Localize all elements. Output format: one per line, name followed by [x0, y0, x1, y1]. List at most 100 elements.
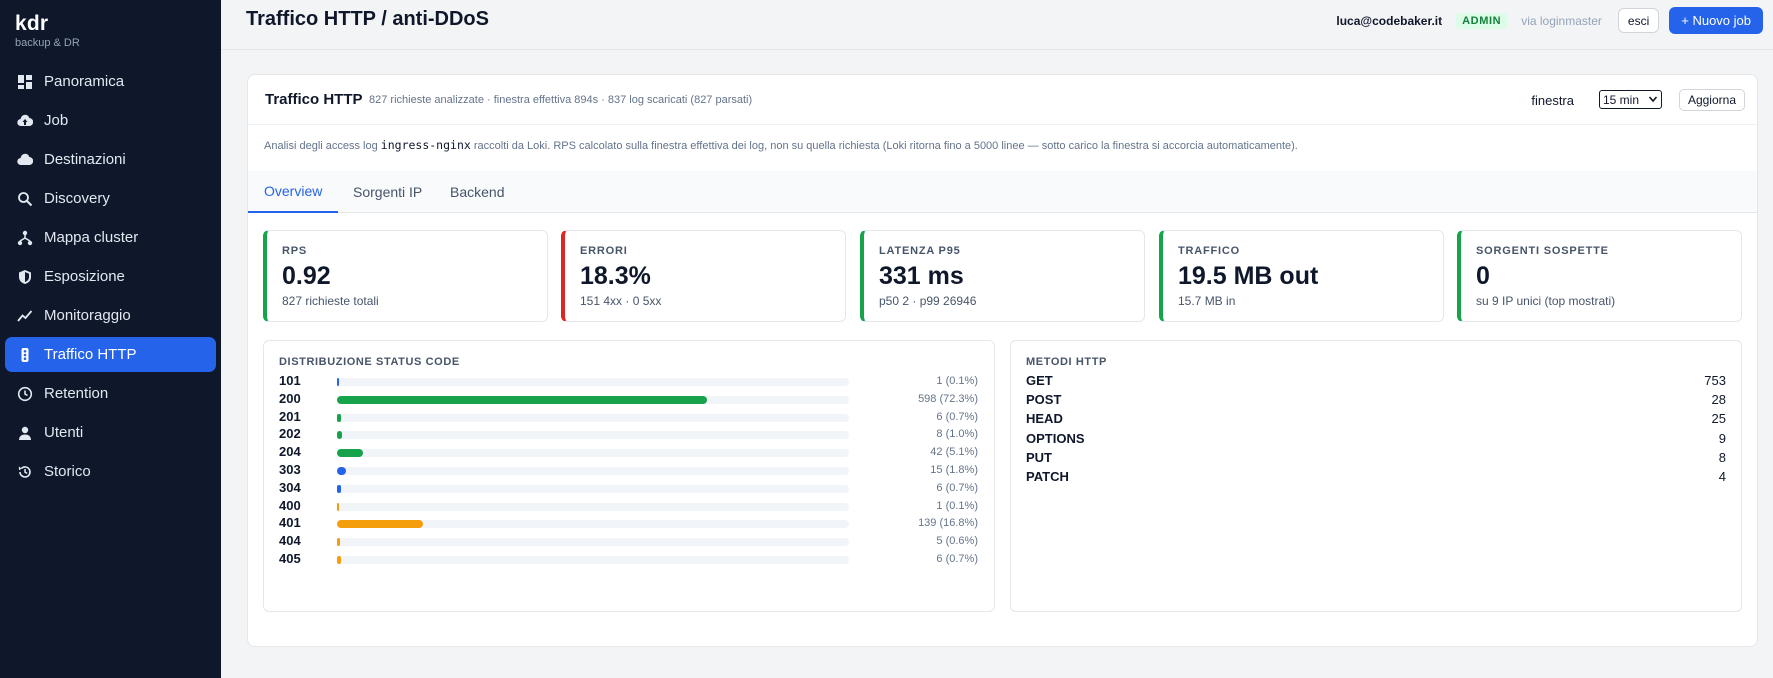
- status-code-panel: DISTRIBUZIONE STATUS CODE 101 1 (0.1%) 200…: [263, 340, 995, 612]
- status-bar-fill: [337, 431, 342, 440]
- status-code: 401: [279, 515, 301, 531]
- logout-button[interactable]: esci: [1617, 8, 1660, 33]
- status-count: 1 (0.1%): [936, 499, 978, 512]
- sidebar-item-discovery[interactable]: Discovery: [5, 181, 216, 216]
- sidebar-item-label: Discovery: [44, 190, 110, 207]
- method-count: 25: [1711, 411, 1726, 427]
- sidebar-item-label: Traffico HTTP: [44, 346, 137, 363]
- refresh-button[interactable]: Aggiorna: [1678, 89, 1745, 111]
- status-bar-track: [337, 413, 849, 422]
- cloud-icon: [16, 151, 34, 169]
- status-bar-track: [337, 520, 849, 529]
- method-count: 4: [1718, 469, 1726, 484]
- status-row: 405 6 (0.7%): [264, 549, 994, 569]
- status-code: 304: [279, 479, 301, 495]
- status-row: 303 15 (1.8%): [264, 460, 994, 480]
- status-bar-track: [337, 556, 849, 564]
- page-header: Traffico HTTP / anti-DDoS luca@codebaker…: [221, 0, 1773, 50]
- chart-line-icon: [16, 307, 34, 325]
- role-badge: ADMIN: [1456, 12, 1508, 29]
- stat-sub: 15.7 MB in: [1178, 294, 1236, 308]
- tab-backend[interactable]: Backend: [450, 184, 505, 200]
- status-row: 101 1 (0.1%): [264, 371, 994, 391]
- method-name: PATCH: [1026, 469, 1069, 484]
- sidebar-item-esposizione[interactable]: Esposizione: [5, 259, 216, 294]
- stat-latenza: LATENZA P95 331 ms p50 2 · p99 26946: [860, 230, 1145, 322]
- desc-text-after: raccolti da Loki. RPS calcolato sulla fi…: [470, 140, 1298, 152]
- status-count: 1 (0.1%): [936, 375, 978, 387]
- window-select[interactable]: 15 min: [1599, 90, 1662, 109]
- sidebar-item-destinazioni[interactable]: Destinazioni: [5, 142, 216, 177]
- method-row: PATCH 4: [1011, 468, 1741, 487]
- sidebar-item-job[interactable]: Job: [5, 103, 216, 138]
- method-count: 28: [1711, 392, 1726, 408]
- status-bar-fill: [337, 467, 346, 475]
- status-row: 204 42 (5.1%): [264, 442, 994, 462]
- method-row: GET 753: [1011, 372, 1741, 391]
- stat-sub: 151 4xx · 0 5xx: [580, 294, 662, 308]
- brand-logo: kdr: [15, 12, 49, 35]
- status-row: 202 8 (1.0%): [264, 424, 994, 444]
- sidebar-nav: Panoramica Job Destinazioni Discovery Mappa …: [0, 64, 221, 489]
- header-actions: luca@codebaker.it ADMIN via loginmaster …: [1336, 7, 1763, 34]
- stat-sorgenti-sospette: SORGENTI SOSPETTE 0 su 9 IP unici (top m…: [1457, 230, 1742, 322]
- search-icon: [16, 190, 34, 208]
- sidebar-item-label: Storico: [44, 463, 91, 480]
- status-bar-track: [337, 538, 849, 547]
- sidebar-item-panoramica[interactable]: Panoramica: [5, 64, 216, 99]
- status-count: 6 (0.7%): [936, 553, 978, 565]
- status-bar-track: [337, 449, 849, 458]
- stat-label: ERRORI: [580, 245, 628, 257]
- sidebar-item-retention[interactable]: Retention: [5, 376, 216, 411]
- status-code: 400: [279, 497, 301, 513]
- status-code: 303: [279, 462, 301, 477]
- stat-sub: 827 richieste totali: [282, 294, 379, 308]
- status-bar-fill: [337, 395, 707, 404]
- status-count: 15 (1.8%): [930, 464, 978, 476]
- stat-sub: su 9 IP unici (top mostrati): [1476, 294, 1616, 308]
- method-row: POST 28: [1011, 391, 1741, 410]
- sidebar-item-label: Utenti: [44, 424, 84, 441]
- card-title: Traffico HTTP: [265, 91, 363, 108]
- status-code: 201: [279, 408, 301, 424]
- status-bar-track: [337, 378, 849, 386]
- sidebar-item-label: Job: [44, 112, 69, 129]
- stat-errori: ERRORI 18.3% 151 4xx · 0 5xx: [561, 230, 846, 322]
- desc-text-before: Analisi degli access log: [264, 140, 381, 152]
- method-name: POST: [1026, 392, 1062, 408]
- chevron-down-icon: [1648, 96, 1658, 103]
- tab-bar: Overview Sorgenti IP Backend: [248, 171, 1757, 213]
- clock-icon: [16, 385, 34, 403]
- sidebar-item-mappa-cluster[interactable]: Mappa cluster: [5, 220, 216, 255]
- status-bar-fill: [337, 556, 341, 564]
- stat-traffico: TRAFFICO 19.5 MB out 15.7 MB in: [1159, 230, 1444, 322]
- sidebar-item-label: Esposizione: [44, 268, 125, 285]
- brand-subtitle: backup & DR: [15, 37, 80, 49]
- method-row: OPTIONS 9: [1011, 430, 1741, 449]
- sidebar-item-utenti[interactable]: Utenti: [5, 415, 216, 450]
- shield-icon: [16, 268, 34, 286]
- status-bar-fill: [337, 413, 341, 422]
- card-header: Traffico HTTP 827 richieste analizzate ·…: [248, 75, 1757, 125]
- stat-label: RPS: [282, 245, 308, 257]
- sidebar-item-storico[interactable]: Storico: [5, 454, 216, 489]
- status-count: 5 (0.6%): [936, 535, 978, 548]
- sidebar-item-monitoraggio[interactable]: Monitoraggio: [5, 298, 216, 333]
- status-code: 405: [279, 551, 301, 566]
- user-icon: [16, 424, 34, 442]
- status-count: 6 (0.7%): [936, 481, 978, 494]
- grid-icon: [16, 73, 34, 91]
- card-meta: 827 richieste analizzate · finestra effe…: [369, 94, 753, 106]
- stat-label: LATENZA P95: [879, 245, 961, 257]
- method-name: GET: [1026, 373, 1053, 388]
- status-bar-fill: [337, 378, 339, 386]
- history-icon: [16, 463, 34, 481]
- tab-sorgenti-ip[interactable]: Sorgenti IP: [353, 184, 423, 200]
- sidebar-item-traffico-http[interactable]: Traffico HTTP: [5, 337, 216, 372]
- page-title: Traffico HTTP / anti-DDoS: [246, 8, 489, 30]
- stat-label: SORGENTI SOSPETTE: [1476, 245, 1609, 257]
- new-job-button[interactable]: + Nuovo job: [1669, 7, 1763, 34]
- status-bar-track: [337, 484, 849, 493]
- status-count: 139 (16.8%): [918, 517, 978, 530]
- tab-overview[interactable]: Overview: [248, 171, 339, 213]
